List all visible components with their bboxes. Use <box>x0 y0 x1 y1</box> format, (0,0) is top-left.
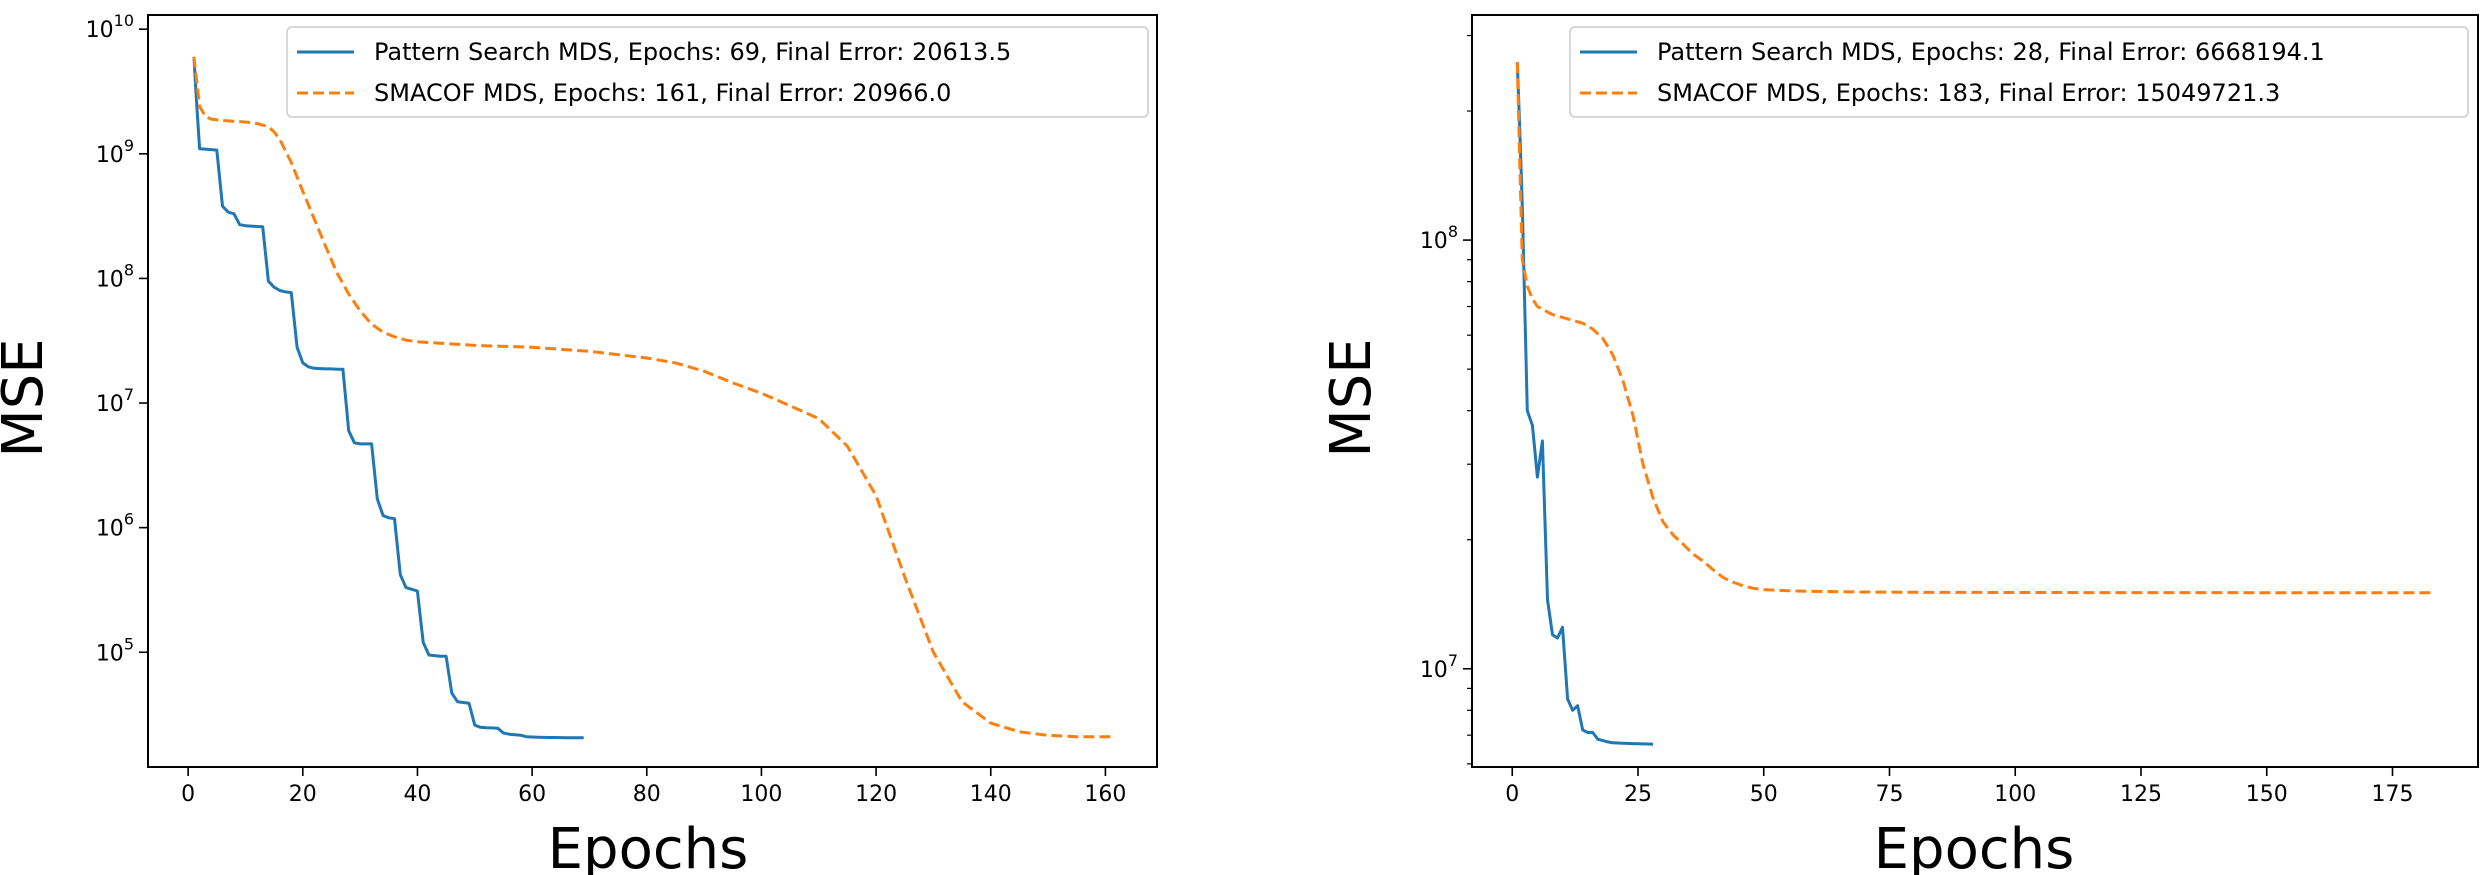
series-line-smacof <box>192 56 1112 739</box>
y-tick-label: 108 <box>1420 222 1458 254</box>
legend-box <box>286 26 1149 118</box>
y-tick-exponent: 7 <box>1448 651 1458 670</box>
y-tick-exponent: 7 <box>124 385 134 404</box>
y-tick-label: 105 <box>96 634 134 666</box>
x-tick-label: 120 <box>855 782 897 807</box>
x-tick-label: 150 <box>2246 782 2288 807</box>
legend-label: Pattern Search MDS, Epochs: 28, Final Er… <box>1657 38 2325 66</box>
y-tick-exponent: 8 <box>1448 222 1458 241</box>
legend: Pattern Search MDS, Epochs: 28, Final Er… <box>1569 26 2469 118</box>
x-tick-label: 60 <box>518 782 546 807</box>
x-tick-label: 50 <box>1750 782 1778 807</box>
y-tick-base: 10 <box>96 392 124 417</box>
y-tick-exponent: 9 <box>124 136 134 155</box>
series-line-smacof <box>1515 62 2433 595</box>
y-axis-title: MSE <box>1319 338 1384 457</box>
series-line-pattern-search <box>1515 62 1654 746</box>
x-axis-title: Epochs <box>1874 817 2075 875</box>
y-tick-label: 1010 <box>86 11 134 43</box>
x-tick-label: 20 <box>289 782 317 807</box>
x-tick-label: 25 <box>1624 782 1652 807</box>
legend-label: SMACOF MDS, Epochs: 161, Final Error: 20… <box>374 79 951 107</box>
y-tick-label: 106 <box>96 510 134 542</box>
y-tick-label: 109 <box>96 136 134 168</box>
x-tick-label: 0 <box>181 782 195 807</box>
legend-label: SMACOF MDS, Epochs: 183, Final Error: 15… <box>1657 79 2280 107</box>
series-line-pattern-search <box>192 56 584 740</box>
y-tick-exponent: 8 <box>124 260 134 279</box>
y-tick-base: 10 <box>1420 658 1448 683</box>
x-tick-label: 140 <box>970 782 1012 807</box>
plot-marks <box>192 56 1112 740</box>
chart-left: Epochs MSE 0 20 40 60 80 100 120 140 16010510610… <box>0 11 1158 875</box>
plot-frame <box>1471 14 2479 768</box>
x-tick-label: 80 <box>633 782 661 807</box>
y-tick-exponent: 6 <box>124 510 134 529</box>
y-tick-label: 108 <box>96 260 134 292</box>
y-tick-base: 10 <box>86 18 114 43</box>
plot-frame <box>147 14 1158 768</box>
legend-box <box>1569 26 2469 118</box>
legend-label: Pattern Search MDS, Epochs: 69, Final Er… <box>374 38 1011 66</box>
y-tick-base: 10 <box>96 267 124 292</box>
y-tick-base: 10 <box>1420 229 1448 254</box>
y-tick-base: 10 <box>96 517 124 542</box>
x-tick-label: 75 <box>1875 782 1903 807</box>
x-tick-label: 125 <box>2120 782 2162 807</box>
y-tick-label: 107 <box>96 385 134 417</box>
legend: Pattern Search MDS, Epochs: 69, Final Er… <box>286 26 1149 118</box>
y-tick-base: 10 <box>96 143 124 168</box>
y-tick-exponent: 10 <box>114 11 134 30</box>
x-tick-label: 160 <box>1084 782 1126 807</box>
x-tick-label: 100 <box>740 782 782 807</box>
x-tick-label: 175 <box>2371 782 2413 807</box>
y-tick-label: 107 <box>1420 651 1458 683</box>
x-tick-label: 40 <box>403 782 431 807</box>
x-tick-label: 0 <box>1505 782 1519 807</box>
x-axis-title: Epochs <box>548 817 749 875</box>
plot-marks <box>1515 62 2433 746</box>
y-tick-base: 10 <box>96 641 124 666</box>
x-tick-label: 100 <box>1994 782 2036 807</box>
y-tick-exponent: 5 <box>124 634 134 653</box>
y-axis-title: MSE <box>0 338 56 457</box>
